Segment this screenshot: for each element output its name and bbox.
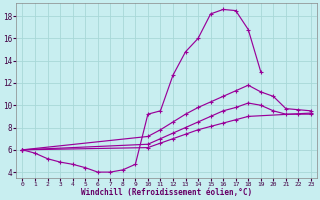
X-axis label: Windchill (Refroidissement éolien,°C): Windchill (Refroidissement éolien,°C) (81, 188, 252, 197)
